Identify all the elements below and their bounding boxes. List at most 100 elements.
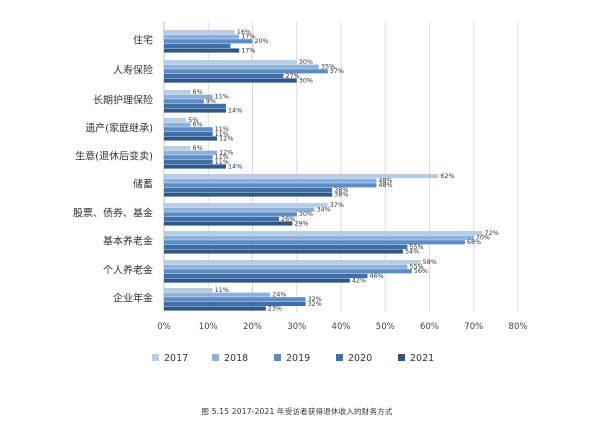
data-label: 56% [414, 267, 428, 275]
x-tick-label: 60% [420, 322, 439, 332]
data-label: 14% [228, 162, 242, 170]
bar [164, 207, 315, 212]
bar [164, 39, 253, 44]
bar [164, 34, 240, 39]
legend-label: 2017 [164, 353, 188, 364]
category-label: 生意(退休后变卖) [75, 150, 153, 163]
x-tick-label: 20% [243, 322, 262, 332]
bar [164, 48, 240, 53]
data-label: 62% [440, 172, 454, 180]
x-tick-label: 10% [199, 322, 218, 332]
bar [164, 192, 333, 197]
category-label: 企业年金 [113, 292, 153, 305]
bar [164, 146, 191, 151]
data-label: 37% [330, 67, 344, 75]
data-label: 32% [308, 300, 322, 308]
data-label: 35% [321, 63, 335, 71]
bar [164, 164, 226, 169]
bar [164, 297, 306, 302]
category-label: 基本养老金 [103, 235, 153, 248]
data-label: 48% [378, 177, 392, 185]
figure-caption: 图 5.15 2017-2021 年受访者获得退休收入的财务方式 [201, 407, 393, 416]
data-label: 37% [330, 201, 344, 209]
bar [164, 136, 218, 141]
data-label: 11% [215, 286, 229, 294]
legend-label: 2021 [410, 353, 434, 364]
bar [164, 99, 204, 104]
data-label: 38% [334, 190, 348, 198]
x-tick-label: 0% [157, 322, 171, 332]
data-label: 24% [272, 291, 286, 299]
bar [164, 269, 412, 274]
data-label: 27% [285, 72, 299, 80]
legend-swatch [398, 354, 405, 361]
bar [164, 301, 306, 306]
bar [164, 94, 213, 99]
bar [164, 183, 377, 188]
data-label: 12% [219, 134, 233, 142]
x-axis-ticks: 0% 10% 20% 30% 40% 50% 60% 70% 80% [157, 322, 527, 332]
data-label: 72% [485, 229, 499, 237]
bar [164, 278, 350, 283]
legend-label: 2018 [224, 353, 248, 364]
data-label: 20% [255, 37, 269, 45]
legend-label: 2020 [348, 353, 372, 364]
category-label: 人寿保险 [113, 64, 153, 77]
data-label: 11% [215, 158, 229, 166]
data-label: 5% [188, 116, 198, 124]
legend: 2017 2018 2019 2020 2021 [152, 353, 434, 364]
data-label: 11% [215, 130, 229, 138]
data-label: 6% [193, 88, 203, 96]
data-label: 12% [219, 149, 233, 157]
legend-swatch [212, 354, 219, 361]
bar [164, 90, 191, 95]
bar [164, 288, 213, 293]
bar [164, 122, 191, 127]
data-label: 54% [405, 247, 419, 255]
data-label: 14% [228, 106, 242, 114]
bar [164, 64, 319, 69]
data-label: 58% [423, 258, 437, 266]
data-label: 46% [370, 272, 384, 280]
data-label: 55% [409, 243, 423, 251]
bar [164, 103, 226, 108]
data-label: 68% [467, 238, 481, 246]
bar [164, 306, 266, 311]
bar [164, 244, 408, 249]
category-label: 长期护理保险 [93, 94, 153, 107]
bar [164, 203, 328, 208]
category-label: 遗产(家庭继承) [85, 122, 153, 135]
category-label: 个人养老金 [103, 264, 153, 277]
x-tick-label: 80% [509, 322, 528, 332]
bar [164, 174, 439, 179]
data-label: 16% [237, 28, 251, 36]
bar [164, 73, 284, 78]
legend-label: 2019 [286, 353, 310, 364]
data-label: 6% [193, 144, 203, 152]
bar [164, 150, 218, 155]
bar [164, 155, 213, 160]
data-label: 34% [316, 206, 330, 214]
data-label: 17% [241, 46, 255, 54]
data-label: 42% [352, 276, 366, 284]
category-label: 住宅 [133, 34, 153, 47]
bar [164, 231, 483, 236]
bar [164, 212, 297, 217]
data-label: 55% [409, 263, 423, 271]
bar [164, 159, 213, 164]
x-tick-label: 50% [376, 322, 395, 332]
data-label: 38% [334, 186, 348, 194]
data-label: 30% [299, 210, 313, 218]
bar [164, 127, 213, 132]
bar [164, 240, 465, 245]
legend-swatch [274, 354, 281, 361]
bars [164, 30, 483, 311]
data-label: 6% [193, 121, 203, 129]
category-label: 储蓄 [133, 178, 153, 191]
x-tick-label: 70% [464, 322, 483, 332]
data-label: 11% [215, 153, 229, 161]
data-label: 17% [241, 33, 255, 41]
x-tick-label: 40% [332, 322, 351, 332]
data-label: 26% [281, 215, 295, 223]
